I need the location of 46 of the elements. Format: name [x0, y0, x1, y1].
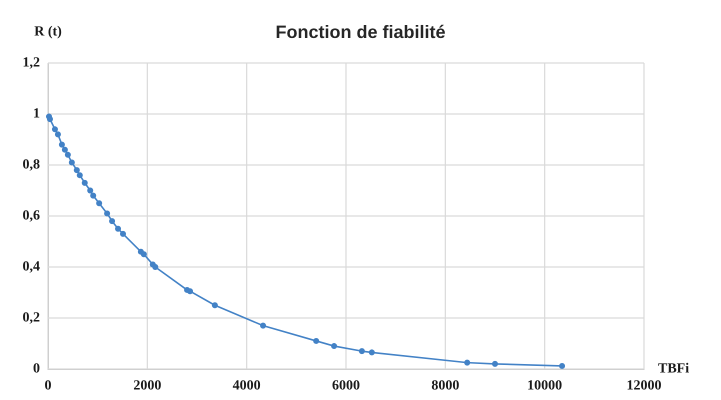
y-tick-label: 0 [33, 362, 40, 376]
point [212, 302, 218, 308]
point [492, 360, 498, 367]
x-tick-label: 8000 [431, 378, 460, 394]
point [313, 338, 320, 344]
x-tick-label: 0 [44, 378, 52, 394]
point [64, 152, 71, 158]
point [58, 142, 65, 148]
point [115, 226, 122, 232]
point [68, 159, 75, 166]
point [54, 131, 61, 138]
x-axis-title: TBFi [658, 362, 690, 376]
y-axis-title: R (t) [34, 24, 62, 40]
y-tick-label: 0,6 [22, 208, 40, 224]
point [104, 210, 110, 216]
point [140, 251, 147, 258]
x-tick-label: 12000 [626, 378, 662, 394]
point [109, 218, 116, 224]
x-tick-label: 6000 [332, 378, 360, 394]
point [368, 349, 375, 356]
point [90, 192, 96, 199]
chart-title: Fonction de fiabilité [276, 22, 446, 42]
point [152, 264, 158, 270]
x-tick-label: 4000 [232, 378, 261, 394]
x-tick-label: 10000 [527, 378, 562, 394]
point [74, 167, 80, 174]
y-tick-label: 1,2 [22, 56, 40, 70]
y-tick-label: 0,4 [22, 260, 40, 274]
point [46, 116, 53, 122]
point [260, 322, 266, 329]
point [87, 188, 94, 194]
point [96, 200, 102, 206]
point [82, 180, 88, 186]
y-tick-label: 1 [33, 106, 40, 122]
point [120, 230, 126, 237]
x-tick-label: 2000 [133, 378, 162, 394]
point [559, 362, 566, 369]
point [62, 146, 68, 153]
point [331, 343, 338, 350]
point [52, 126, 58, 132]
y-tick-label: 0,2 [22, 310, 40, 326]
y-tick-label: 0,8 [22, 158, 40, 172]
point [464, 360, 470, 366]
point [76, 172, 83, 178]
point [187, 288, 194, 294]
point [358, 348, 365, 354]
